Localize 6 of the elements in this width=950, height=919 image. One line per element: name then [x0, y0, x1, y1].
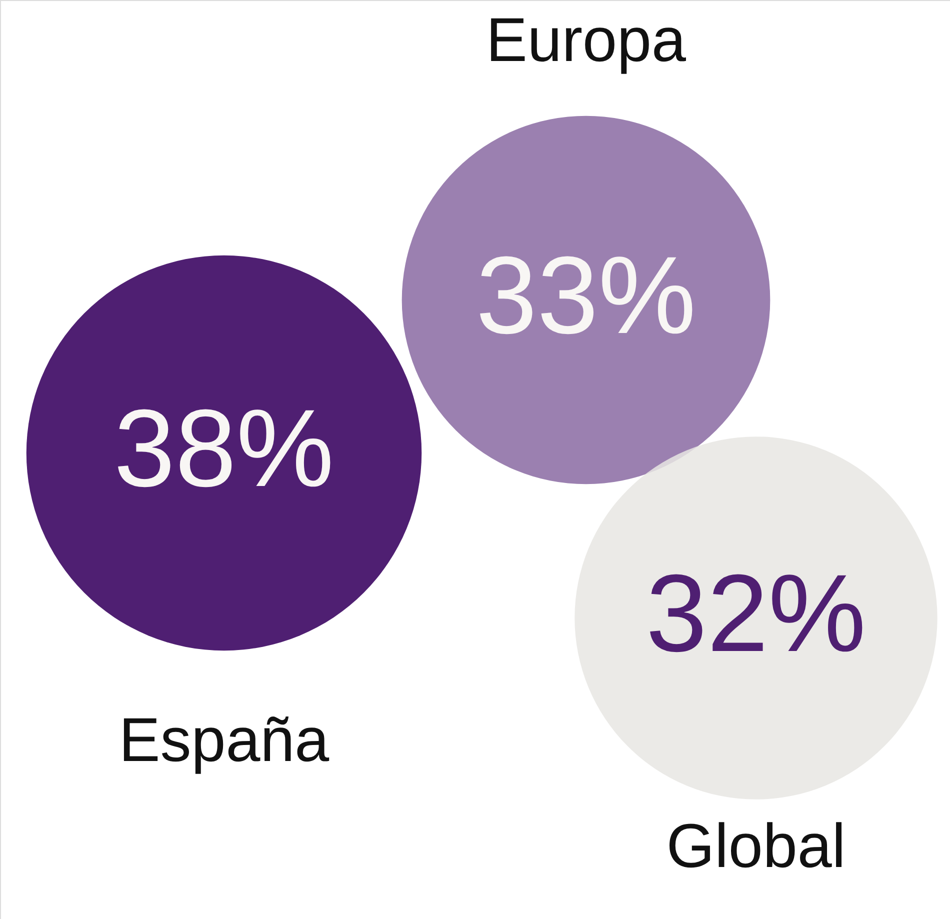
category-label: Global	[666, 812, 846, 881]
data-label: 32%	[646, 552, 866, 675]
data-label: 33%	[476, 234, 696, 357]
data-label: 38%	[114, 387, 334, 510]
category-label: España	[118, 706, 330, 775]
category-label: Europa	[486, 6, 686, 75]
